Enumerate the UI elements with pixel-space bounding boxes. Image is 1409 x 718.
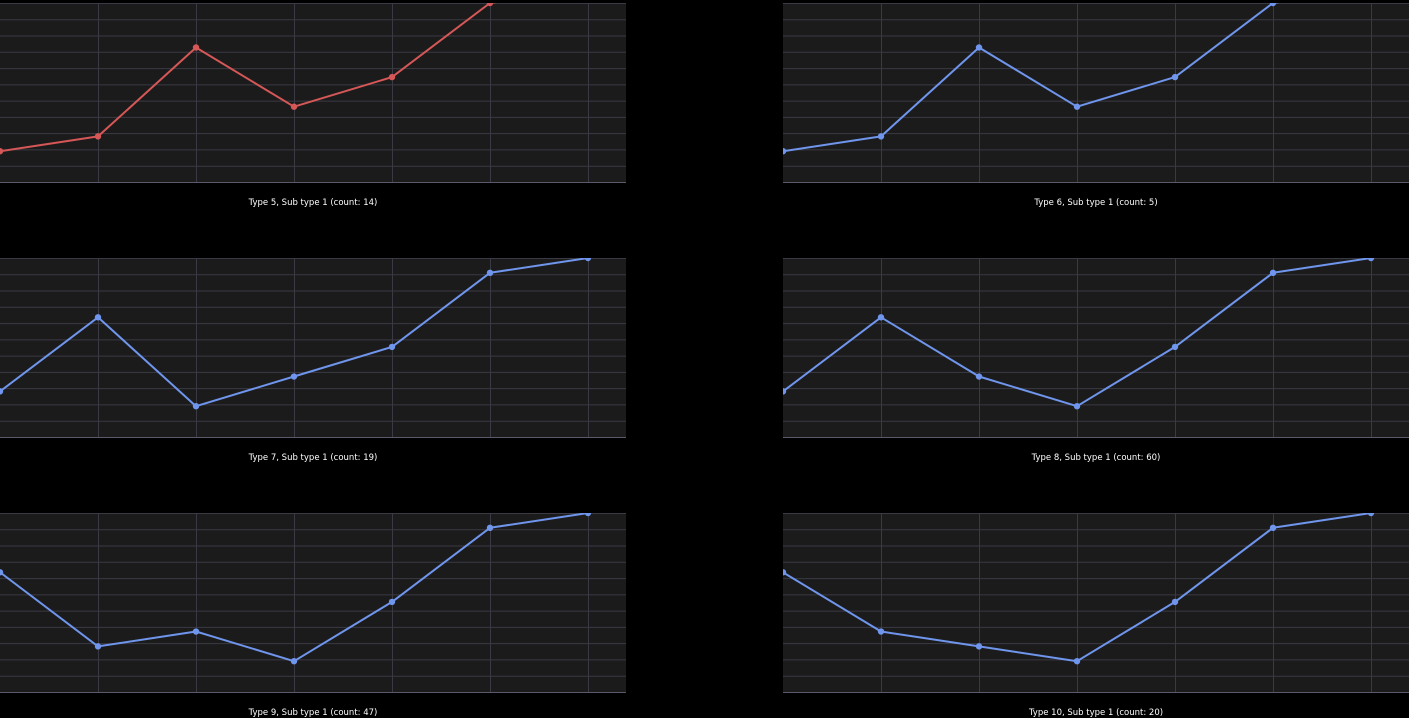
data-point[interactable]	[1073, 402, 1081, 410]
data-point[interactable]	[388, 343, 396, 351]
series-1	[0, 0, 689, 155]
series-6	[780, 510, 1375, 665]
plot-area-2	[783, 3, 1409, 182]
data-point[interactable]	[1171, 598, 1179, 606]
data-point[interactable]	[486, 524, 494, 532]
data-point[interactable]	[290, 657, 298, 665]
chart-panel-4: Type 8, Sub type 1 (count: 60)	[780, 255, 1409, 463]
data-point[interactable]	[1171, 343, 1179, 351]
series-2	[780, 0, 1280, 155]
series-line	[0, 3, 497, 153]
data-point[interactable]	[486, 269, 494, 277]
series-4	[780, 255, 1375, 410]
chart-caption-5: Type 9, Sub type 1 (count: 47)	[248, 708, 378, 718]
data-point[interactable]	[192, 628, 200, 635]
chart-caption-6: Type 10, Sub type 1 (count: 20)	[1028, 708, 1163, 718]
chart-panel-3: Type 7, Sub type 1 (count: 19)	[0, 255, 626, 463]
data-point[interactable]	[780, 388, 787, 395]
data-point[interactable]	[1367, 255, 1375, 262]
data-point[interactable]	[94, 133, 102, 140]
plot-area-5	[0, 513, 626, 692]
data-point[interactable]	[1073, 103, 1081, 110]
plot-area-1	[0, 3, 626, 182]
chart-caption-3: Type 7, Sub type 1 (count: 19)	[248, 453, 378, 463]
plot-area-4	[783, 258, 1409, 437]
gridlines-4	[783, 258, 1409, 437]
data-point[interactable]	[780, 569, 787, 576]
data-point[interactable]	[877, 628, 885, 635]
data-point[interactable]	[388, 73, 396, 81]
data-point[interactable]	[975, 44, 983, 51]
data-point[interactable]	[1171, 73, 1179, 81]
data-point[interactable]	[877, 133, 885, 140]
data-point[interactable]	[683, 15, 689, 21]
data-point[interactable]	[975, 643, 983, 650]
data-point[interactable]	[780, 147, 787, 155]
chart-panel-1: Type 5, Sub type 1 (count: 14)	[0, 0, 689, 208]
plot-area-6	[783, 513, 1409, 692]
data-point[interactable]	[0, 147, 4, 155]
data-point[interactable]	[388, 598, 396, 606]
data-point[interactable]	[877, 314, 885, 321]
data-point[interactable]	[1269, 269, 1277, 277]
data-point[interactable]	[1269, 0, 1277, 7]
data-point[interactable]	[1367, 510, 1375, 517]
series-3	[0, 255, 592, 410]
data-point[interactable]	[486, 0, 494, 7]
data-point[interactable]	[1073, 657, 1081, 665]
chart-caption-1: Type 5, Sub type 1 (count: 14)	[248, 198, 378, 208]
chart-caption-2: Type 6, Sub type 1 (count: 5)	[1033, 198, 1157, 208]
gridlines-1	[0, 3, 626, 182]
data-point[interactable]	[192, 44, 200, 51]
data-point[interactable]	[0, 569, 4, 576]
data-point[interactable]	[584, 510, 592, 517]
chart-caption-4: Type 8, Sub type 1 (count: 60)	[1031, 453, 1161, 463]
data-point[interactable]	[192, 402, 200, 410]
data-point[interactable]	[584, 255, 592, 262]
data-point[interactable]	[1269, 524, 1277, 532]
data-point[interactable]	[94, 643, 102, 650]
data-point[interactable]	[290, 103, 298, 110]
series-5	[0, 510, 592, 665]
plot-area-3	[0, 258, 626, 437]
chart-panel-5: Type 9, Sub type 1 (count: 47)	[0, 510, 626, 718]
chart-panel-6: Type 10, Sub type 1 (count: 20)	[780, 510, 1409, 718]
chart-panel-2: Type 6, Sub type 1 (count: 5)	[780, 0, 1409, 208]
data-point[interactable]	[0, 388, 4, 395]
data-point[interactable]	[94, 314, 102, 321]
gridlines-2	[783, 3, 1409, 182]
data-point[interactable]	[290, 373, 298, 380]
data-point[interactable]	[975, 373, 983, 380]
